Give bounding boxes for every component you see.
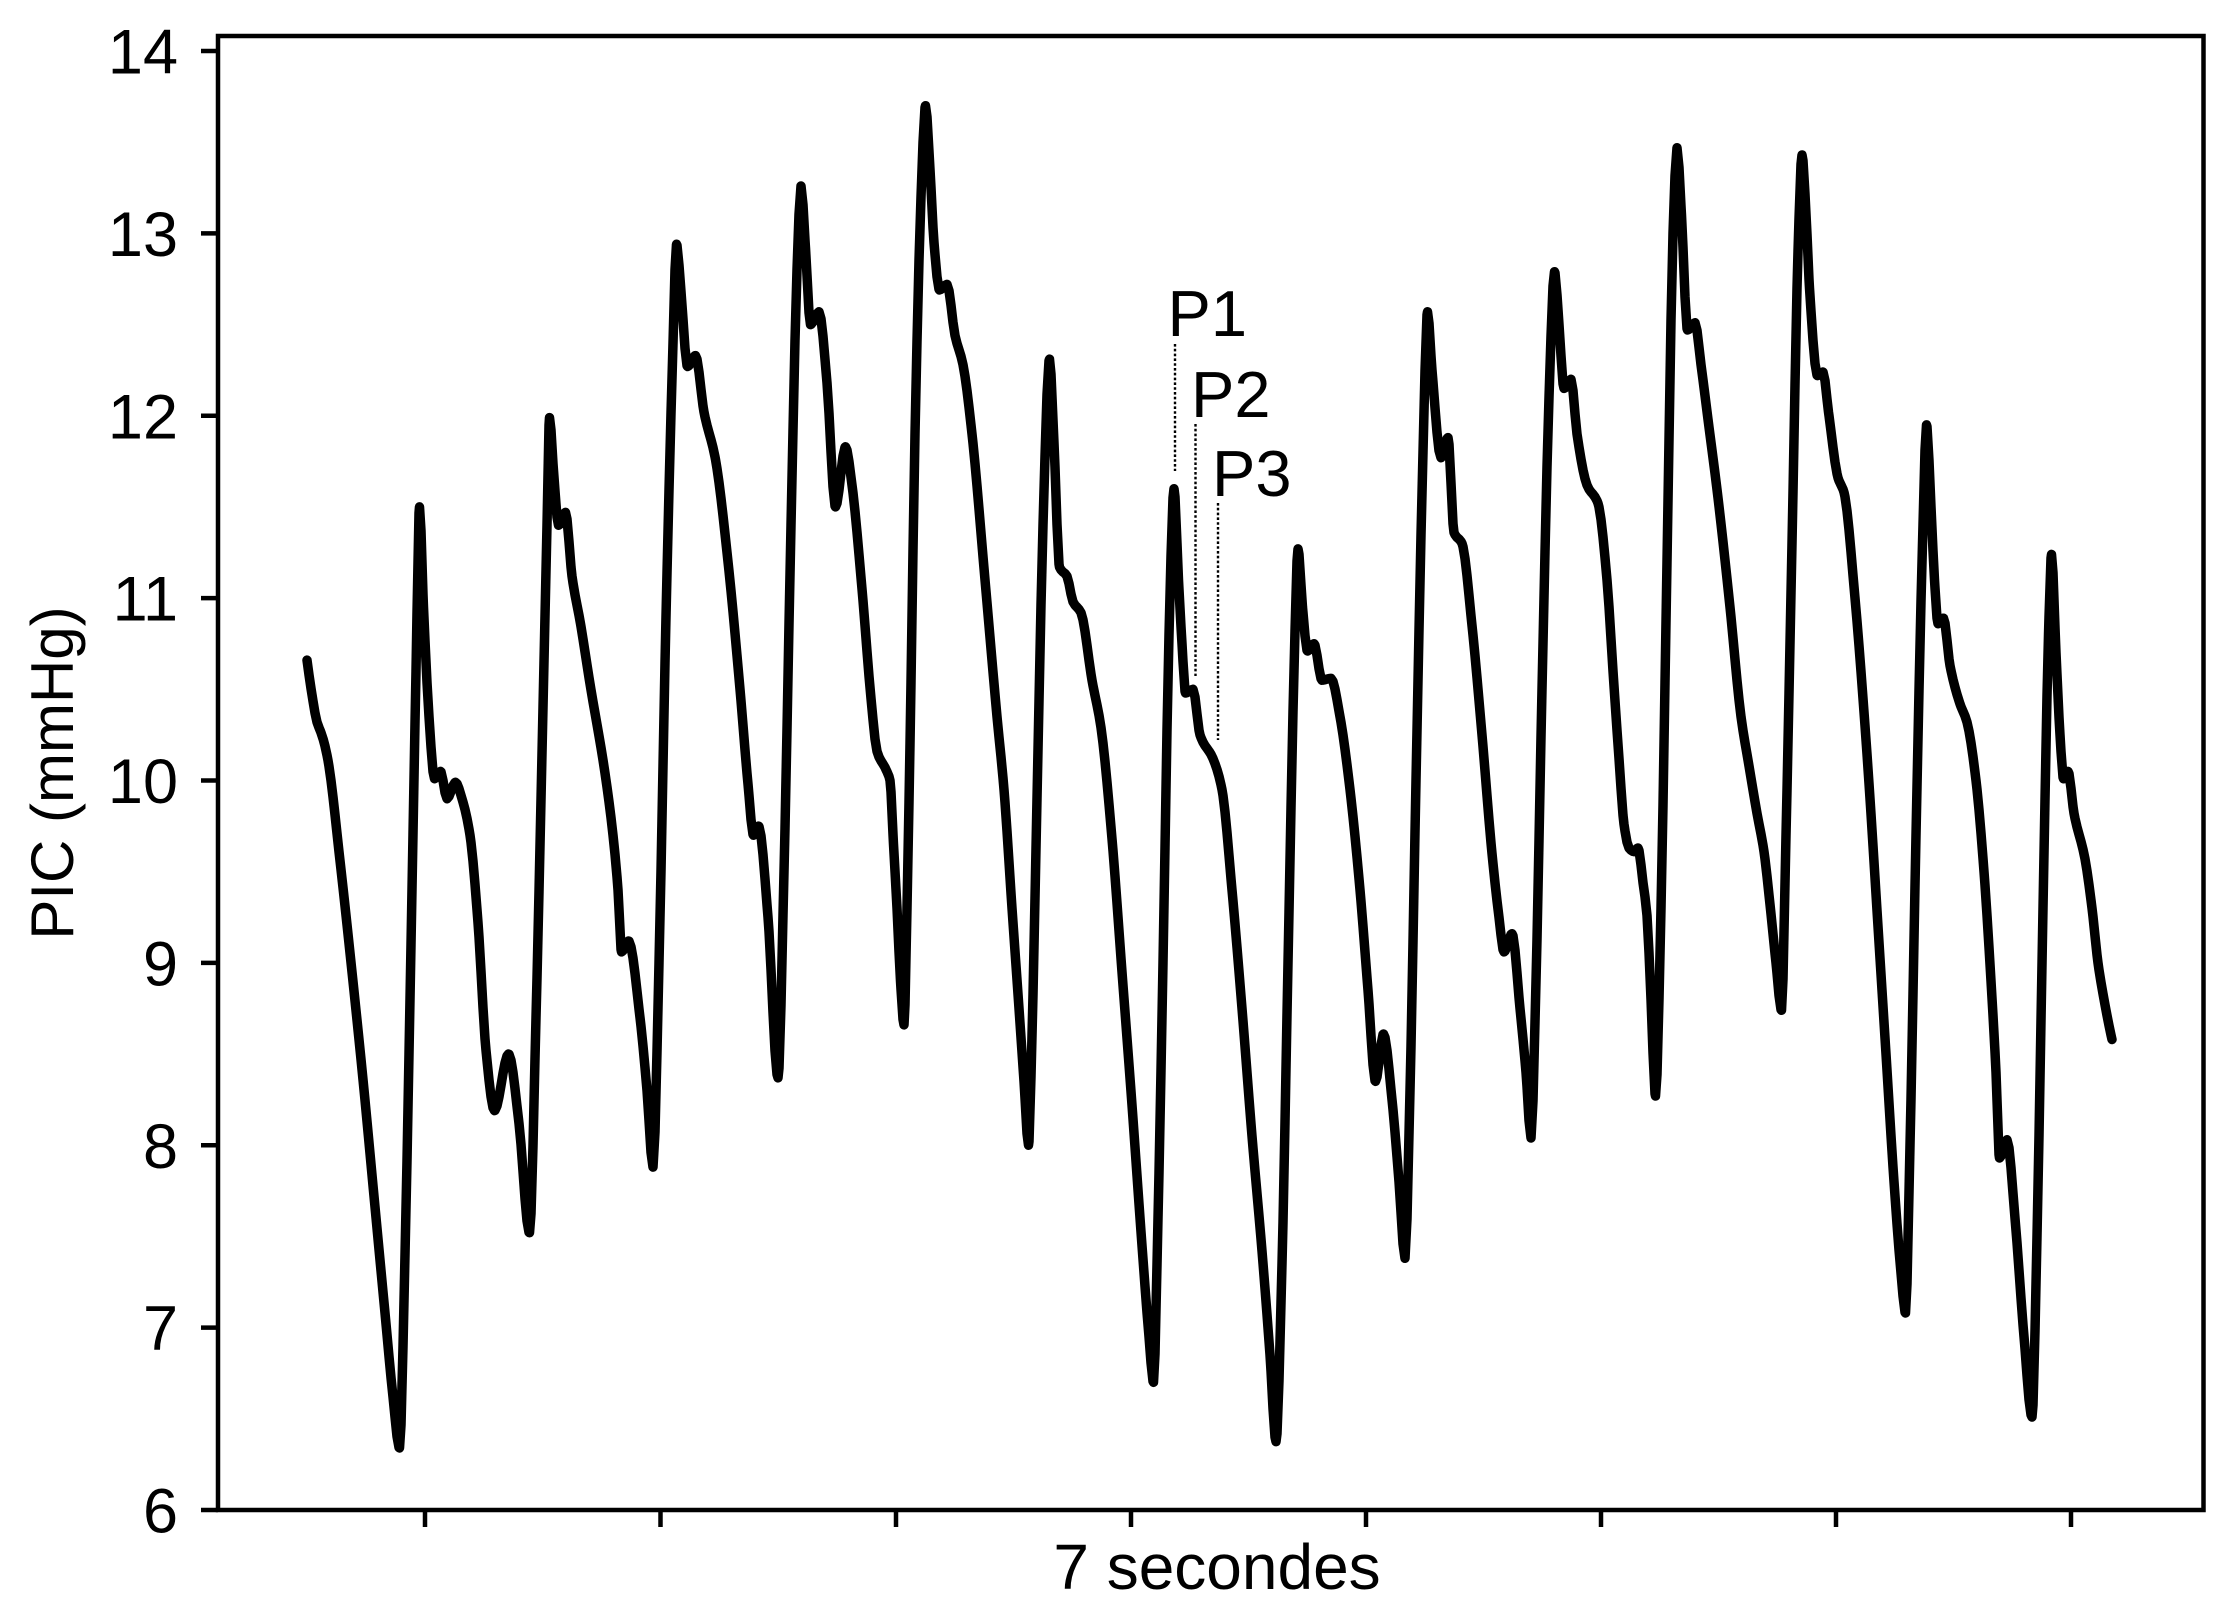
svg-text:P2: P2 — [1191, 358, 1271, 431]
svg-text:6: 6 — [143, 1477, 178, 1547]
svg-text:8: 8 — [143, 1112, 178, 1182]
svg-text:10: 10 — [108, 747, 178, 817]
svg-text:P1: P1 — [1168, 277, 1248, 350]
svg-text:9: 9 — [143, 929, 178, 999]
svg-text:12: 12 — [108, 382, 178, 452]
svg-text:PIC (mmHg): PIC (mmHg) — [19, 606, 86, 939]
svg-text:11: 11 — [113, 565, 178, 635]
svg-text:7 secondes: 7 secondes — [1053, 1531, 1380, 1603]
svg-text:7: 7 — [143, 1294, 178, 1364]
svg-text:14: 14 — [108, 18, 178, 88]
svg-text:13: 13 — [108, 200, 178, 270]
svg-text:P3: P3 — [1212, 437, 1292, 510]
